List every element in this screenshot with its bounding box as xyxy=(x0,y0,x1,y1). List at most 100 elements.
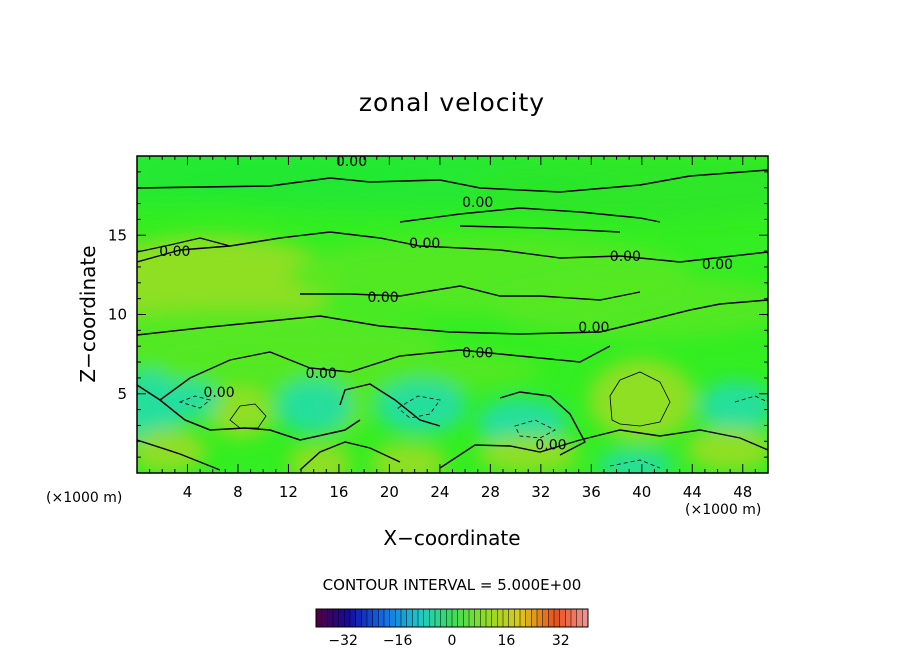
colorbar-cell xyxy=(395,609,402,627)
colorbar-cell xyxy=(486,609,492,627)
colorbar-cell xyxy=(452,609,458,627)
contour-label: 0.00 xyxy=(368,290,399,306)
field-patch xyxy=(490,274,768,339)
x-tick-label: 44 xyxy=(683,483,702,501)
contour-line xyxy=(339,383,586,456)
colorbar-cell xyxy=(520,609,526,627)
y-axis-label: Z−coordinate xyxy=(76,245,100,383)
colorbar-frame xyxy=(315,608,589,628)
y-tick-label: 10 xyxy=(108,306,127,324)
contour-line xyxy=(439,429,768,469)
colorbar-cell xyxy=(350,609,356,627)
colorbar-tick-label: 32 xyxy=(552,633,570,649)
field-patch xyxy=(476,398,568,447)
contour-line xyxy=(300,285,641,301)
colorbar-cell xyxy=(384,609,390,627)
contour-label: 0.00 xyxy=(336,154,367,170)
colorbar-cell xyxy=(525,609,532,627)
colorbar-cell xyxy=(554,609,560,627)
x-tick-label: 48 xyxy=(733,483,752,501)
contour-line xyxy=(609,371,671,427)
contour-label: 0.00 xyxy=(610,249,641,265)
field-patch xyxy=(477,434,579,473)
colorbar-cell xyxy=(480,609,487,627)
colorbar-tick-label: −16 xyxy=(383,633,413,649)
contour-label: 0.00 xyxy=(462,195,493,211)
colorbar-cell xyxy=(457,609,464,627)
contour-interval-label: CONTOUR INTERVAL = 5.000E+00 xyxy=(322,576,582,594)
colorbar-cell xyxy=(474,609,481,627)
x-axis-label: X−coordinate xyxy=(383,526,521,550)
contour-label: 0.00 xyxy=(535,437,566,453)
colorbar-tick-label: −32 xyxy=(328,633,358,649)
colorbar-tick-label: 16 xyxy=(497,633,515,649)
x-tick-label: 16 xyxy=(329,483,348,501)
colorbar-cell xyxy=(378,609,385,627)
x-tick-label: 4 xyxy=(183,483,193,501)
colorbar-cell xyxy=(429,609,436,627)
field-patch xyxy=(685,427,768,472)
colorbar-cell xyxy=(576,609,583,627)
x-unit-label-left: (×1000 m) xyxy=(46,490,123,506)
contour-labels: 0.00 0.00 0.00 0.00 0.00 0.00 0.00 0.00 0.00 0.00… xyxy=(159,154,733,454)
contour-line xyxy=(159,345,611,401)
colorbar-cell xyxy=(367,609,373,627)
field-patch xyxy=(597,449,674,473)
contour-line xyxy=(137,237,231,253)
colorbar-cell xyxy=(361,609,368,627)
contour-label: 0.00 xyxy=(203,385,234,401)
contour-line xyxy=(178,395,441,419)
colorbar-cell xyxy=(542,609,549,627)
colorbar-cell xyxy=(321,609,328,627)
contour-label: 0.00 xyxy=(702,257,733,273)
x-tick-label: 12 xyxy=(279,483,298,501)
colorbar-cell xyxy=(537,609,543,627)
colorbar-cell xyxy=(355,609,362,627)
colorbar-cell xyxy=(571,609,577,627)
colorbar-cell xyxy=(503,609,509,627)
colorbar-cell xyxy=(418,609,424,627)
x-unit-label-right: (×1000 m) xyxy=(685,502,762,518)
colorbar-cell xyxy=(389,609,396,627)
y-tick-label: 15 xyxy=(108,226,127,244)
y-tick-label: 5 xyxy=(117,385,127,403)
field-patch xyxy=(375,379,467,434)
x-tick-label: 28 xyxy=(481,483,500,501)
colorbar-cell xyxy=(446,609,453,627)
contour-label: 0.00 xyxy=(306,366,337,382)
contour-line xyxy=(229,403,267,429)
contour-line xyxy=(137,169,768,193)
colorbar-cell xyxy=(435,609,441,627)
colorbar-cell xyxy=(316,609,322,627)
colorbar-cell xyxy=(327,609,334,627)
colorbar-cell xyxy=(514,609,521,627)
colorbar-cell xyxy=(406,609,413,627)
contour-lines xyxy=(137,169,768,471)
colorbar-cell xyxy=(469,609,475,627)
contour-line xyxy=(514,395,768,469)
colorbar-cell xyxy=(423,609,430,627)
field-patch xyxy=(207,387,274,439)
velocity-field xyxy=(137,156,768,473)
colorbar-cell xyxy=(440,609,447,627)
x-tick-label: 8 xyxy=(233,483,243,501)
colorbar-cell xyxy=(559,609,566,627)
contour-line xyxy=(137,439,401,471)
y-axis: 5 10 15 xyxy=(108,171,768,458)
colorbar-cell xyxy=(565,609,572,627)
field-patch xyxy=(137,235,339,331)
contour-label: 0.00 xyxy=(578,320,609,336)
colorbar-cell xyxy=(491,609,498,627)
colorbar-cell xyxy=(463,609,470,627)
colorbar-cell xyxy=(582,609,589,627)
x-tick-label: 32 xyxy=(531,483,550,501)
field-patch xyxy=(288,442,352,473)
field-patches xyxy=(137,156,768,473)
contour-label: 0.00 xyxy=(159,244,190,260)
colorbar-cell xyxy=(548,609,555,627)
colorbar-cell xyxy=(531,609,538,627)
colorbar-cell xyxy=(338,609,345,627)
colorbar-cell xyxy=(401,609,407,627)
